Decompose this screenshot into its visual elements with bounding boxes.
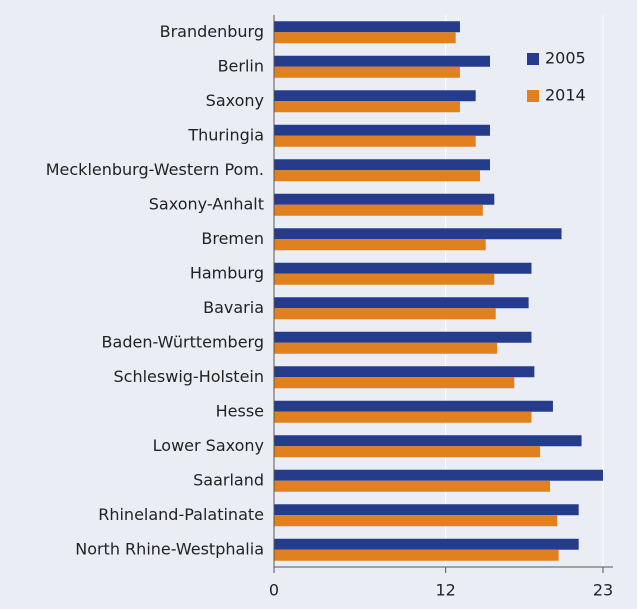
bar: [274, 193, 495, 205]
legend-swatch: [527, 53, 539, 65]
y-tick-label: Saarland: [193, 470, 264, 489]
bar: [274, 480, 551, 492]
legend-label: 2005: [545, 49, 586, 68]
y-tick-label: North Rhine-Westphalia: [75, 539, 264, 558]
y-tick-label: Hesse: [216, 401, 264, 420]
x-tick-label: 12: [435, 581, 455, 600]
bar: [274, 135, 476, 147]
bar: [274, 239, 486, 251]
bar: [274, 342, 498, 354]
bar: [274, 124, 490, 136]
y-tick-label: Hamburg: [190, 263, 264, 282]
x-tick-label: 23: [593, 581, 613, 600]
bar: [274, 400, 553, 412]
bar: [274, 273, 495, 285]
bar: [274, 101, 460, 113]
bar: [274, 504, 579, 516]
y-tick-label: Brandenburg: [160, 22, 264, 41]
bar: [274, 446, 541, 458]
bar: [274, 331, 532, 343]
bar: [274, 515, 558, 527]
bar: [274, 377, 515, 389]
bar: [274, 32, 456, 44]
y-tick-label: Bremen: [201, 229, 264, 248]
y-tick-label: Mecklenburg-Western Pom.: [46, 160, 264, 179]
y-tick-label: Baden-Württemberg: [102, 332, 264, 351]
x-tick-label: 0: [269, 581, 279, 600]
bar: [274, 308, 496, 320]
bar: [274, 228, 562, 240]
y-tick-label: Lower Saxony: [153, 436, 264, 455]
bar: [274, 262, 532, 274]
y-tick-label: Rhineland-Palatinate: [98, 505, 264, 524]
bar: [274, 366, 535, 378]
y-tick-label: Saxony-Anhalt: [149, 194, 264, 213]
bar: [274, 66, 460, 78]
bar: [274, 21, 460, 33]
y-tick-label: Berlin: [218, 56, 264, 75]
bar: [274, 538, 579, 550]
y-tick-label: Saxony: [206, 91, 264, 110]
bar: [274, 55, 490, 67]
bar: [274, 435, 582, 447]
bar: [274, 297, 529, 309]
bar: [274, 170, 480, 182]
y-tick-label: Schleswig-Holstein: [114, 367, 264, 386]
bar: [274, 411, 532, 423]
bar: [274, 469, 603, 481]
y-tick-label: Bavaria: [203, 298, 264, 317]
bar: [274, 204, 483, 216]
bar: [274, 549, 559, 561]
y-tick-label: Thuringia: [187, 125, 264, 144]
legend-swatch: [527, 90, 539, 102]
bar: [274, 90, 476, 102]
legend-label: 2014: [545, 86, 586, 105]
bar: [274, 159, 490, 171]
